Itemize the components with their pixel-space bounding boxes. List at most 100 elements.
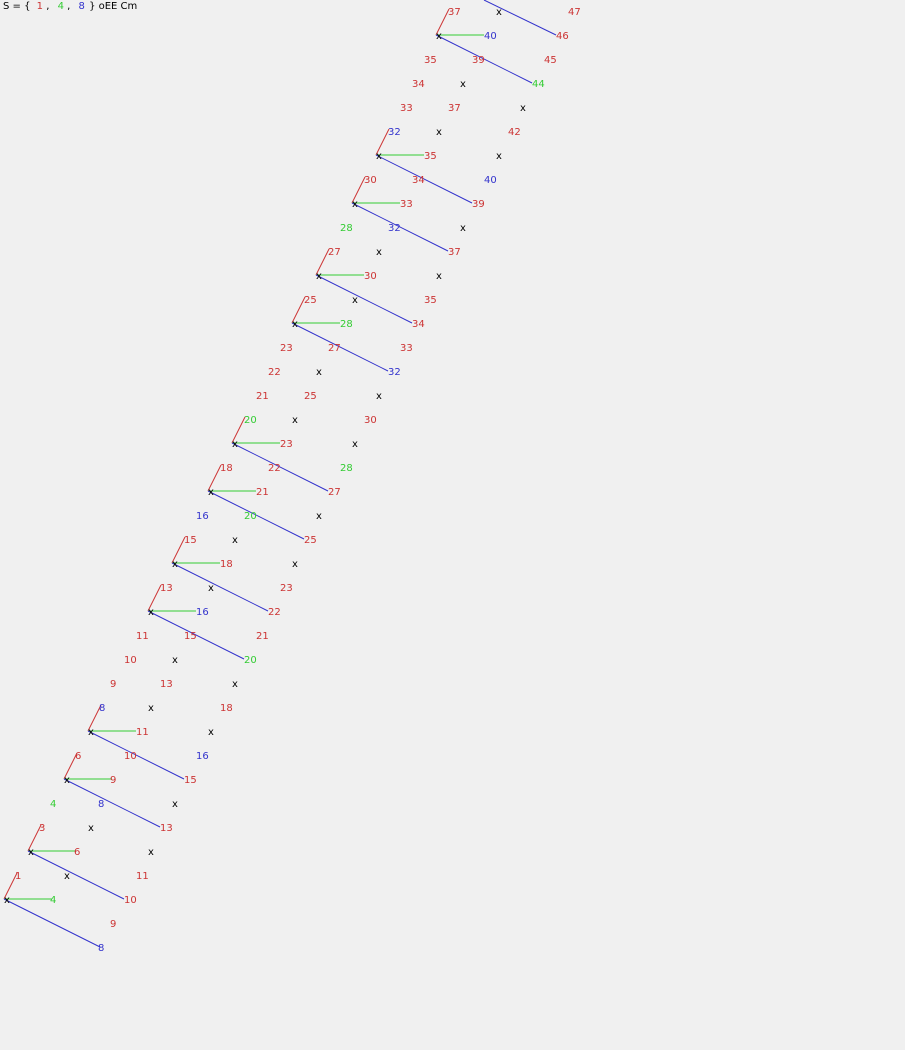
edge-red bbox=[171, 536, 186, 564]
element-label: 4 bbox=[50, 895, 56, 906]
element-label: 16 bbox=[196, 751, 209, 762]
edge-blue bbox=[3, 898, 101, 948]
element-label: 22 bbox=[268, 463, 281, 474]
element-label: 40 bbox=[484, 31, 497, 42]
node-marker: x bbox=[208, 583, 214, 594]
element-label: 35 bbox=[424, 295, 437, 306]
element-label: 18 bbox=[220, 463, 233, 474]
element-label: 35 bbox=[424, 151, 437, 162]
element-label: 25 bbox=[304, 535, 317, 546]
element-label: 33 bbox=[400, 343, 413, 354]
node-marker: x bbox=[376, 391, 382, 402]
element-label: 8 bbox=[98, 799, 104, 810]
edge-red bbox=[3, 872, 18, 900]
element-label: 22 bbox=[268, 607, 281, 618]
node-marker: x bbox=[460, 79, 466, 90]
element-label: 27 bbox=[328, 487, 341, 498]
element-label: 37 bbox=[448, 7, 461, 18]
edge-blue bbox=[375, 154, 473, 204]
node-marker: x bbox=[64, 775, 70, 786]
element-label: 30 bbox=[364, 175, 377, 186]
node-marker: x bbox=[436, 31, 442, 42]
edge-red bbox=[291, 296, 306, 324]
element-label: 20 bbox=[244, 655, 257, 666]
edge-blue bbox=[351, 202, 449, 252]
edge-blue bbox=[87, 730, 185, 780]
node-marker: x bbox=[232, 679, 238, 690]
element-label: 9 bbox=[110, 679, 116, 690]
element-label: 40 bbox=[484, 175, 497, 186]
node-marker: x bbox=[232, 439, 238, 450]
element-label: 33 bbox=[400, 199, 413, 210]
element-label: 6 bbox=[74, 847, 80, 858]
edge-red bbox=[147, 584, 162, 612]
node-marker: x bbox=[436, 271, 442, 282]
element-label: 21 bbox=[256, 487, 269, 498]
element-label: 11 bbox=[136, 631, 149, 642]
element-label: 9 bbox=[110, 775, 116, 786]
node-marker: x bbox=[292, 319, 298, 330]
edge-blue bbox=[483, 0, 557, 36]
node-marker: x bbox=[352, 199, 358, 210]
element-label: 1 bbox=[15, 871, 21, 882]
node-marker: x bbox=[232, 535, 238, 546]
edge-blue bbox=[435, 34, 533, 84]
element-label: 37 bbox=[448, 247, 461, 258]
header-sep-2: , bbox=[67, 1, 70, 12]
element-label: 47 bbox=[568, 7, 581, 18]
node-marker: x bbox=[352, 295, 358, 306]
element-label: 33 bbox=[400, 103, 413, 114]
element-label: 10 bbox=[124, 751, 137, 762]
element-label: 20 bbox=[244, 511, 257, 522]
element-label: 8 bbox=[99, 703, 105, 714]
element-label: 13 bbox=[160, 583, 173, 594]
edge-blue bbox=[147, 610, 245, 660]
element-label: 21 bbox=[256, 631, 269, 642]
element-label: 32 bbox=[388, 223, 401, 234]
element-label: 27 bbox=[328, 343, 341, 354]
diagram-edges bbox=[3, 0, 557, 948]
element-label: 21 bbox=[256, 391, 269, 402]
element-label: 16 bbox=[196, 607, 209, 618]
node-marker: x bbox=[496, 151, 502, 162]
element-label: 28 bbox=[340, 319, 353, 330]
node-marker: x bbox=[172, 799, 178, 810]
node-marker: x bbox=[376, 151, 382, 162]
node-marker: x bbox=[172, 559, 178, 570]
diagram-labels: x 1 4 10 9 8 x 3 6 x 11 x x 6 9 x 13 x x 8 11 10 16 15 x 13 16 15 21… bbox=[4, 7, 581, 954]
element-label: 34 bbox=[412, 319, 425, 330]
edge-blue bbox=[291, 322, 389, 372]
element-label: 13 bbox=[160, 679, 173, 690]
element-label: 27 bbox=[328, 247, 341, 258]
edge-red bbox=[375, 128, 390, 156]
node-marker: x bbox=[148, 847, 154, 858]
header-suffix: } oEE Cm bbox=[89, 1, 137, 12]
edge-red bbox=[231, 416, 246, 444]
element-label: 34 bbox=[412, 175, 425, 186]
edge-red bbox=[435, 8, 450, 36]
element-label: 3 bbox=[39, 823, 45, 834]
element-label: 30 bbox=[364, 271, 377, 282]
element-label: 15 bbox=[184, 631, 197, 642]
element-label: 32 bbox=[388, 127, 401, 138]
node-marker: x bbox=[88, 727, 94, 738]
node-marker: x bbox=[208, 487, 214, 498]
element-label: 28 bbox=[340, 223, 353, 234]
node-marker: x bbox=[148, 703, 154, 714]
element-label: 35 bbox=[424, 55, 437, 66]
header-prefix: S = { bbox=[3, 1, 30, 12]
node-marker: x bbox=[148, 607, 154, 618]
node-marker: x bbox=[460, 223, 466, 234]
edge-blue bbox=[207, 490, 305, 540]
element-label: 16 bbox=[196, 511, 209, 522]
edge-blue bbox=[231, 442, 329, 492]
element-label: 22 bbox=[268, 367, 281, 378]
element-label: 20 bbox=[244, 415, 257, 426]
header-generator-2: 4 bbox=[58, 1, 64, 12]
node-marker: x bbox=[208, 727, 214, 738]
edge-red bbox=[27, 824, 42, 852]
element-label: 44 bbox=[532, 79, 545, 90]
edge-red bbox=[351, 176, 366, 204]
element-label: 23 bbox=[280, 439, 293, 450]
element-label: 10 bbox=[124, 655, 137, 666]
